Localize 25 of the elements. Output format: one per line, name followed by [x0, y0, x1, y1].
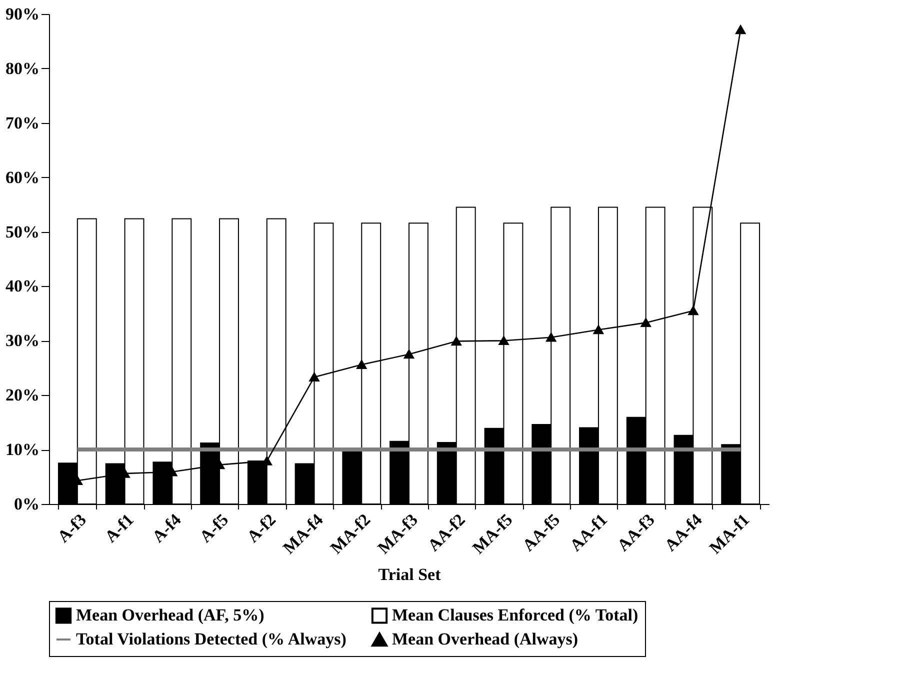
- point: [309, 372, 320, 382]
- point: [594, 325, 604, 334]
- y-tick-label: 50%: [6, 222, 40, 242]
- y-tick-label: 80%: [6, 58, 40, 78]
- y-tick-label: 30%: [6, 331, 40, 350]
- point: [736, 25, 746, 34]
- y-tick-label: 20%: [6, 386, 40, 405]
- y-tick-label: 70%: [6, 113, 40, 132]
- legend-label: Mean Overhead (Always): [392, 630, 578, 648]
- legend-label: Mean Overhead (AF, 5%): [76, 606, 264, 625]
- legend-label: Mean Clauses Enforced (% Total): [392, 606, 638, 625]
- y-tick-label: 90%: [6, 4, 40, 24]
- point: [451, 336, 462, 346]
- y-tick-label: 60%: [6, 168, 40, 187]
- y-tick-label: 0%: [14, 494, 40, 514]
- point: [498, 336, 509, 346]
- point: [688, 306, 698, 316]
- point: [640, 318, 651, 328]
- y-tick-label: 40%: [6, 276, 40, 296]
- point: [404, 350, 414, 359]
- legend-label: Total Violations Detected (% Always): [76, 630, 346, 648]
- x-axis-title: Trial Set: [378, 564, 442, 584]
- point: [546, 333, 556, 342]
- y-tick-label: 10%: [6, 440, 40, 460]
- point: [356, 360, 367, 369]
